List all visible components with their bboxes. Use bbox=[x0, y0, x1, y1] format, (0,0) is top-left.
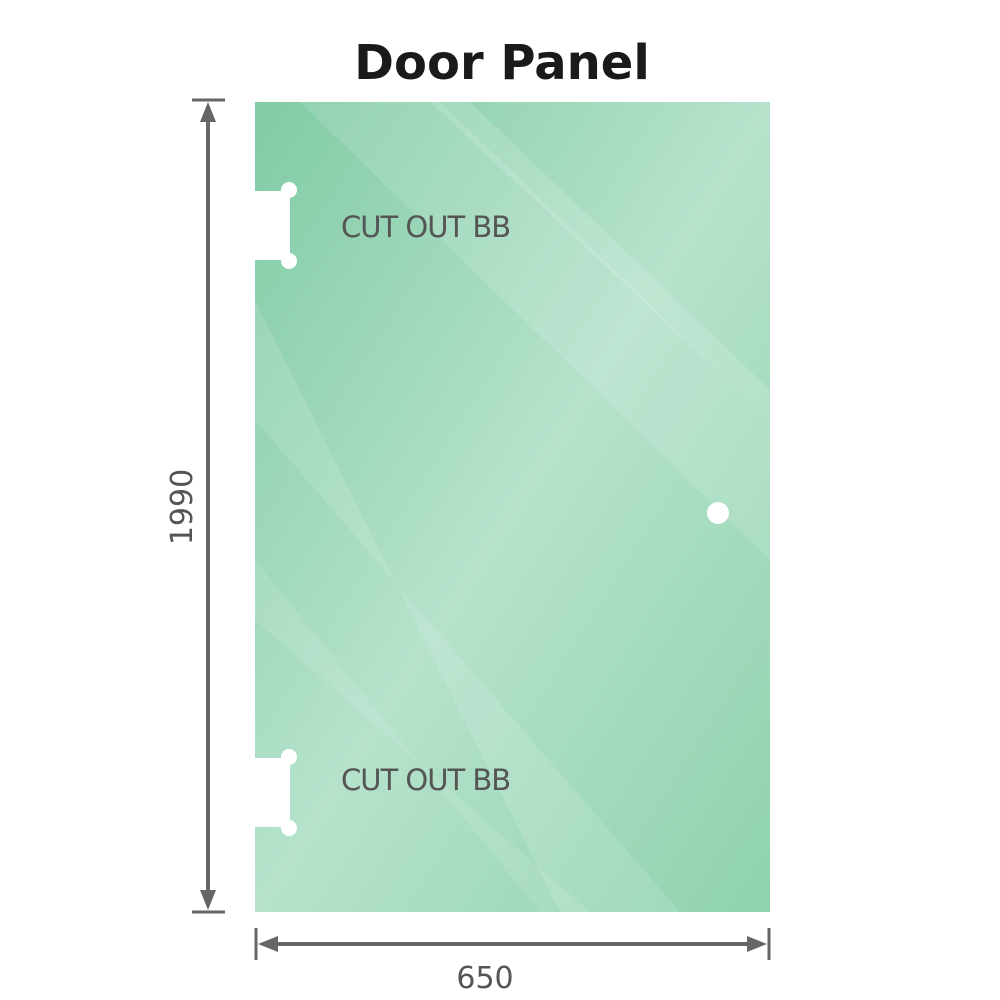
glass-panel bbox=[255, 102, 770, 912]
height-dimension-line bbox=[192, 98, 225, 914]
cutout-bottom bbox=[250, 749, 297, 836]
width-label: 650 bbox=[456, 961, 513, 996]
width-dimension-line bbox=[254, 928, 771, 960]
cutout-top bbox=[250, 182, 297, 269]
height-label: 1990 bbox=[165, 469, 200, 545]
cutout-label-top: CUT OUT BB bbox=[341, 210, 510, 244]
handle-hole bbox=[707, 502, 729, 524]
cutout-label-bottom: CUT OUT BB bbox=[341, 763, 510, 797]
diagram-title: Door Panel bbox=[354, 35, 650, 91]
